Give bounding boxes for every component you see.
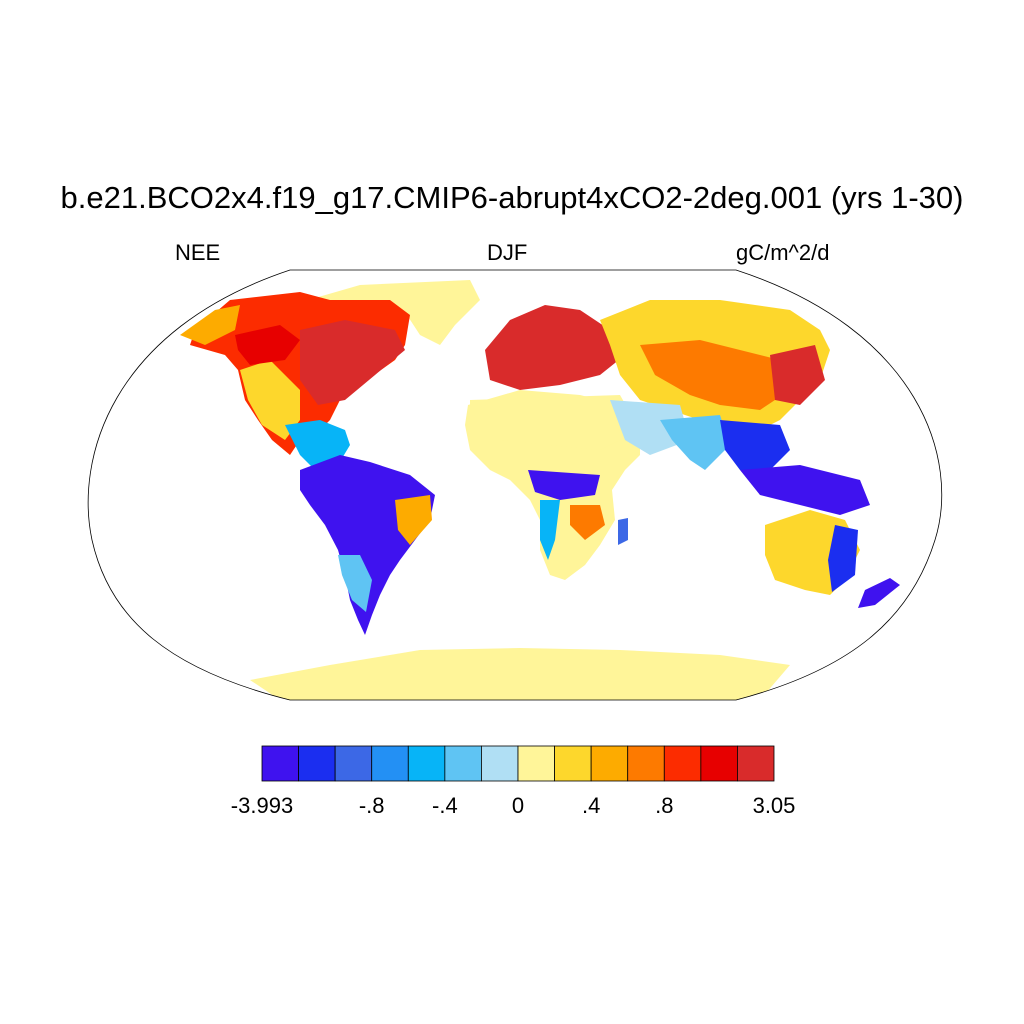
colorbar-tick-label: -.4 (432, 793, 458, 818)
east-southern-africa-region (570, 505, 605, 540)
sahara-region (470, 395, 640, 450)
greenland-region (315, 280, 480, 345)
eastern-na-region (300, 320, 405, 405)
colorbar-swatch (407, 745, 446, 782)
central-asia-region (640, 340, 800, 410)
variable-label: NEE (175, 240, 221, 265)
east-brazil-region (395, 495, 432, 545)
southeast-asia-region (720, 420, 790, 470)
colorbar-tick-label: -.8 (358, 793, 385, 818)
south-america-region (300, 455, 435, 635)
colorbar-tick-label: 0 (511, 793, 525, 818)
map-boundary (87, 269, 943, 701)
alaska-region (180, 305, 240, 345)
colorbar-swatch (737, 745, 775, 782)
colorbar (261, 745, 775, 782)
colorbar-tick-label: .4 (581, 793, 601, 818)
units-label: gC/m^2/d (736, 240, 830, 265)
colorbar-swatch (261, 745, 299, 782)
india-region (660, 415, 730, 470)
colorbar-swatch (371, 745, 409, 782)
colorbar-swatch (627, 745, 665, 782)
colorbar-swatch (700, 745, 738, 782)
congo-region (528, 470, 600, 500)
plot-title: b.e21.BCO2x4.f19_g17.CMIP6-abrupt4xCO2-2… (60, 180, 964, 215)
maritime-continent-region (740, 465, 870, 515)
antarctica-region (250, 648, 790, 700)
colorbar-swatch (590, 745, 629, 782)
colorbar-swatch (481, 745, 519, 782)
colorbar-swatch (298, 745, 336, 782)
western-us-region (240, 360, 300, 440)
colorbar-tick-label: .8 (655, 793, 674, 818)
colorbar-tick-label: 3.05 (752, 793, 796, 818)
colorbar-swatch (517, 745, 555, 782)
east-australia-region (828, 525, 858, 592)
madagascar-region (618, 518, 628, 545)
europe-region (485, 305, 625, 390)
east-china-region (770, 345, 825, 405)
west-southern-africa-region (540, 500, 560, 560)
colorbar-tick-label: -3.993 (230, 793, 294, 818)
western-canada-region (235, 325, 300, 365)
colorbar-swatch (554, 745, 592, 782)
new-zealand-region (858, 578, 900, 608)
southern-cone-region (338, 555, 372, 612)
middle-east-region (610, 400, 690, 455)
nee-data-field (180, 280, 900, 700)
colorbar-swatch (334, 745, 373, 782)
colorbar-swatch (444, 745, 482, 782)
season-label: DJF (487, 240, 528, 265)
colorbar-swatch (663, 745, 702, 782)
